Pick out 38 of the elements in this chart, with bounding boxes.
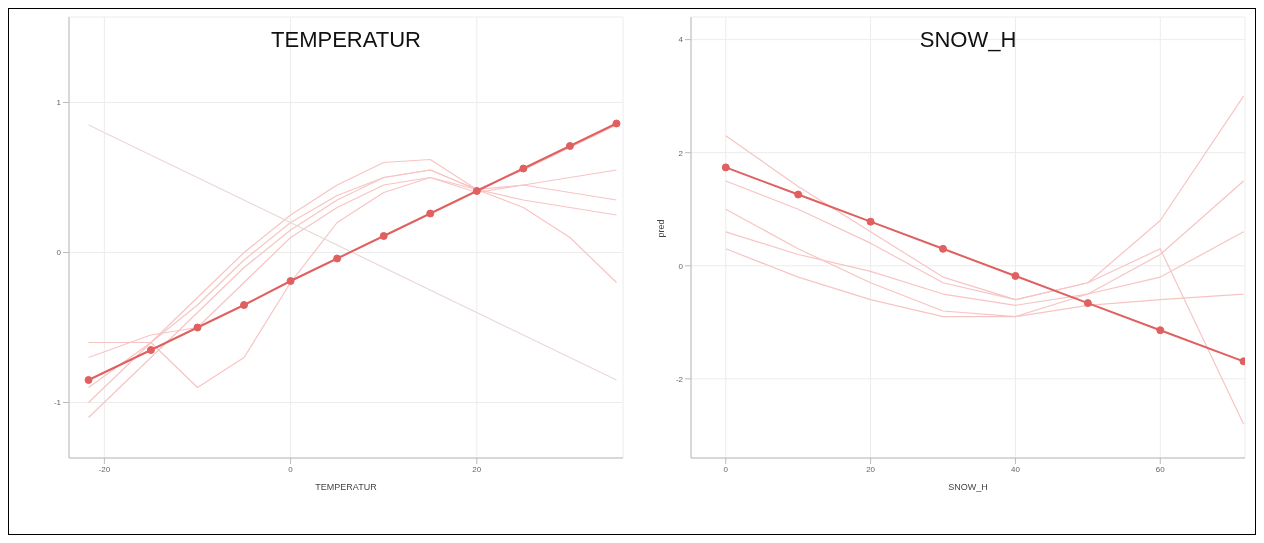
y-tick-label: 0 [678,261,684,271]
x-axis-title: TEMPERATUR [315,482,378,492]
point [1083,299,1092,308]
point [286,277,295,285]
x-tick-label: -20 [98,464,111,474]
y-tick-label: 2 [678,148,684,158]
point [84,376,93,384]
point [146,346,155,354]
x-tick-label: 60 [1155,464,1166,474]
text: TEMPERATUR [270,27,422,53]
y-tick-label: 4 [678,35,684,45]
text: SNOW_H [918,27,1018,53]
point [794,190,803,199]
x-tick-label: 20 [472,464,482,474]
point [472,187,481,195]
x-tick-label: 40 [1010,464,1021,474]
y-tick-label: -2 [675,374,684,384]
y-tick-label: 0 [56,248,62,258]
point [1011,271,1020,280]
point [866,217,875,226]
x-tick-label: 20 [866,464,876,474]
y-tick-label: 1 [56,98,62,108]
point [333,254,342,263]
point [1156,326,1165,335]
x-tick-label: 0 [723,464,729,474]
y-tick-label: -1 [53,398,62,408]
point [240,301,249,309]
point [519,164,528,173]
point [612,119,621,128]
x-tick-label: 0 [288,464,294,474]
point [379,232,388,240]
point [193,323,202,332]
point [426,209,435,218]
point [939,244,948,253]
y-axis-title: pred [656,219,667,238]
x-axis-title: SNOW_H [948,482,988,492]
point [721,163,730,172]
point [565,142,574,150]
